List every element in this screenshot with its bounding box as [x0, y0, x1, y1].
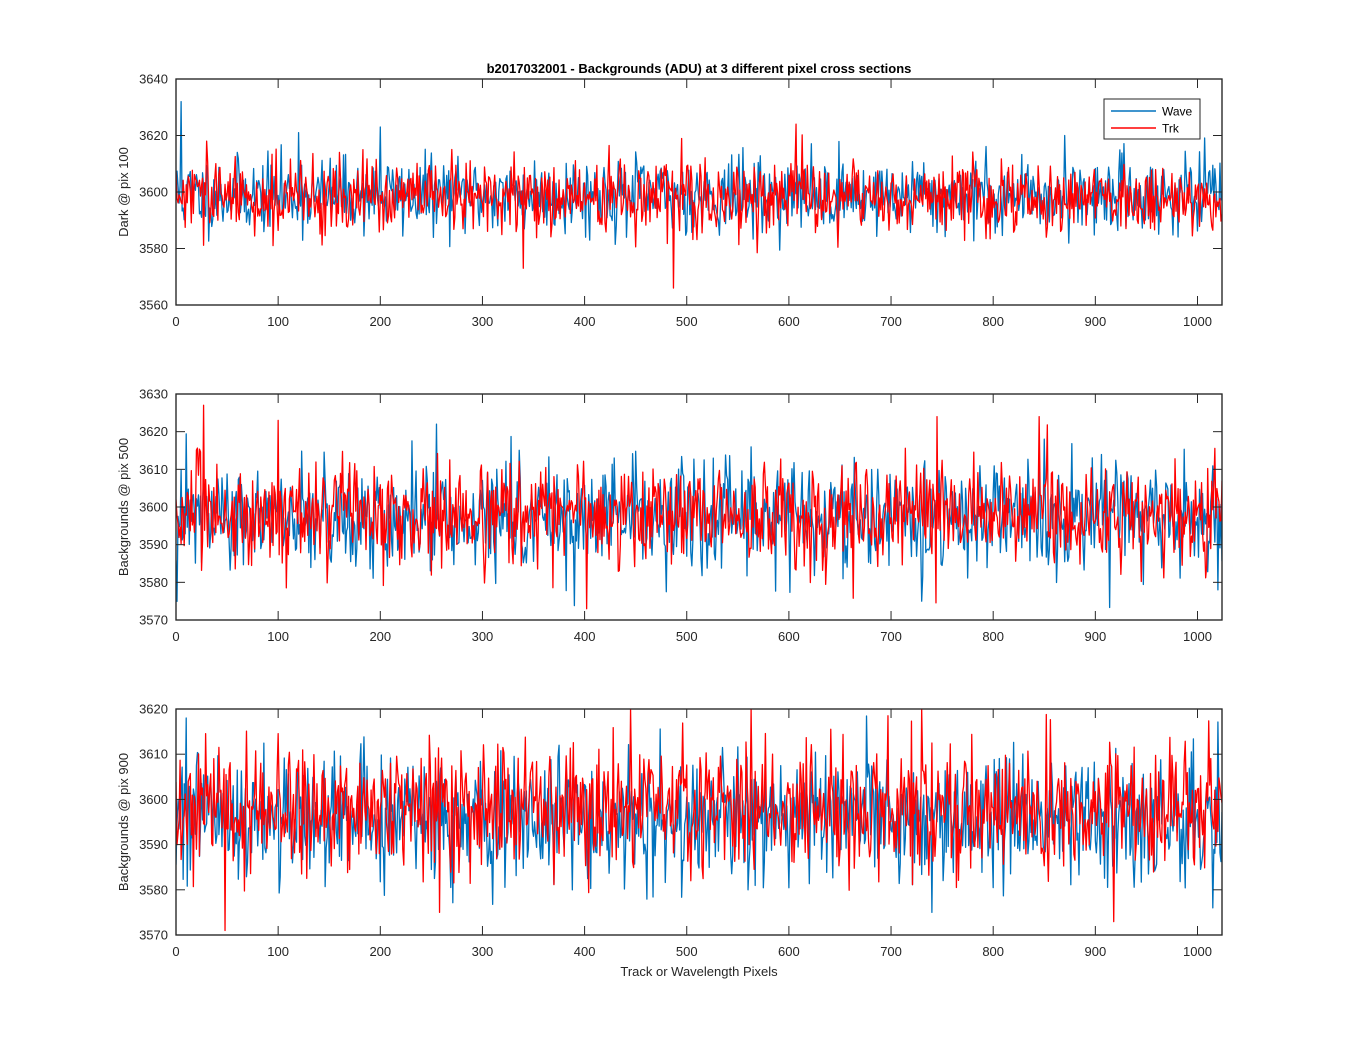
- y-axis-label: Backgrounds @ pix 900: [116, 753, 131, 891]
- x-tick-label: 1000: [1183, 629, 1212, 644]
- x-tick-label: 0: [172, 944, 179, 959]
- x-tick-label: 200: [369, 944, 391, 959]
- x-tick-label: 400: [574, 314, 596, 329]
- x-tick-label: 700: [880, 944, 902, 959]
- y-tick-label: 3630: [139, 387, 168, 402]
- series-line-trk: [176, 123, 1222, 289]
- x-tick-label: 700: [880, 629, 902, 644]
- x-tick-label: 900: [1084, 314, 1106, 329]
- x-tick-label: 800: [982, 629, 1004, 644]
- x-tick-label: 100: [267, 629, 289, 644]
- x-axis-label: Track or Wavelength Pixels: [620, 964, 778, 979]
- axes-border: [175, 708, 1223, 936]
- x-tick-label: 700: [880, 314, 902, 329]
- y-tick-label: 3590: [139, 537, 168, 552]
- x-tick-label: 200: [369, 629, 391, 644]
- y-tick-label: 3620: [139, 702, 168, 717]
- x-tick-label: 100: [267, 314, 289, 329]
- x-tick-label: 500: [676, 629, 698, 644]
- panel-3: 0 100 200 300 400 500 600 700 800 900 1000 3570 3580…: [116, 702, 1223, 959]
- x-tick-label: 800: [982, 944, 1004, 959]
- panels: 0 100 200 300 400 500 600 700 800 900 100035603580…: [116, 72, 1223, 959]
- y-tick-label: 3590: [139, 837, 168, 852]
- panel-1: 0 100 200 300 400 500 600 700 800 900 1000 3560 3580…: [116, 72, 1223, 329]
- series-line-trk: [176, 709, 1222, 932]
- y-tick-label: 3580: [139, 241, 168, 256]
- x-tick-label: 500: [676, 314, 698, 329]
- x-tick-label: 400: [574, 944, 596, 959]
- legend-label-wave: Wave: [1162, 105, 1193, 119]
- chart-title: b2017032001 - Backgrounds (ADU) at 3 dif…: [487, 61, 912, 76]
- x-tick-label: 800: [982, 314, 1004, 329]
- y-tick-label: 3580: [139, 882, 168, 897]
- y-tick-label: 3570: [139, 613, 168, 628]
- series-line-trk: [176, 404, 1222, 610]
- x-tick-label: 0: [172, 314, 179, 329]
- panel-2: 0 100 200 300 400 500 600 700 800 900 1000 3570 3580…: [116, 387, 1223, 644]
- x-tick-label: 300: [472, 314, 494, 329]
- x-tick-label: 1000: [1183, 944, 1212, 959]
- y-tick-label: 3610: [139, 462, 168, 477]
- x-tick-label: 0: [172, 629, 179, 644]
- x-tick-label: 200: [369, 314, 391, 329]
- legend-label-trk: Trk: [1162, 122, 1180, 136]
- y-axis-label: Backgrounds @ pix 500: [116, 438, 131, 576]
- y-tick-label: 3610: [139, 747, 168, 762]
- y-tick-label: 3600: [139, 500, 168, 515]
- x-tick-label: 100: [267, 944, 289, 959]
- series-group: [176, 709, 1222, 932]
- legend: Wave Trk: [1103, 98, 1201, 140]
- series-line-wave: [176, 423, 1222, 609]
- y-tick-label: 3620: [139, 128, 168, 143]
- y-tick-label: 3560: [139, 298, 168, 313]
- y-tick-label: 3600: [139, 185, 168, 200]
- x-tick-label: 300: [472, 944, 494, 959]
- x-tick-label: 900: [1084, 629, 1106, 644]
- legend-box: [1103, 98, 1201, 140]
- y-tick-label: 3570: [139, 928, 168, 943]
- y-tick-label: 3640: [139, 72, 168, 87]
- x-tick-label: 300: [472, 629, 494, 644]
- y-tick-label: 3600: [139, 792, 168, 807]
- series-group: [176, 404, 1222, 610]
- x-tick-label: 600: [778, 314, 800, 329]
- x-tick-label: 500: [676, 944, 698, 959]
- x-tick-label: 900: [1084, 944, 1106, 959]
- x-tick-label: 400: [574, 629, 596, 644]
- x-tick-label: 1000: [1183, 314, 1212, 329]
- y-tick-label: 3620: [139, 424, 168, 439]
- x-tick-label: 600: [778, 629, 800, 644]
- y-tick-label: 3580: [139, 575, 168, 590]
- series-group: [176, 100, 1222, 289]
- x-tick-label: 600: [778, 944, 800, 959]
- y-axis-label: Dark @ pix 100: [116, 147, 131, 237]
